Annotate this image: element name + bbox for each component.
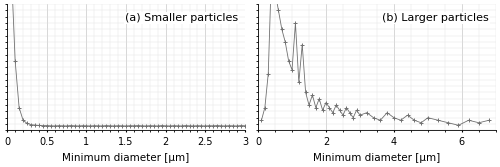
Text: (a) Smaller particles: (a) Smaller particles (124, 13, 238, 23)
X-axis label: Minimum diameter [μm]: Minimum diameter [μm] (314, 153, 440, 163)
X-axis label: Minimum diameter [μm]: Minimum diameter [μm] (62, 153, 190, 163)
Text: (b) Larger particles: (b) Larger particles (382, 13, 488, 23)
